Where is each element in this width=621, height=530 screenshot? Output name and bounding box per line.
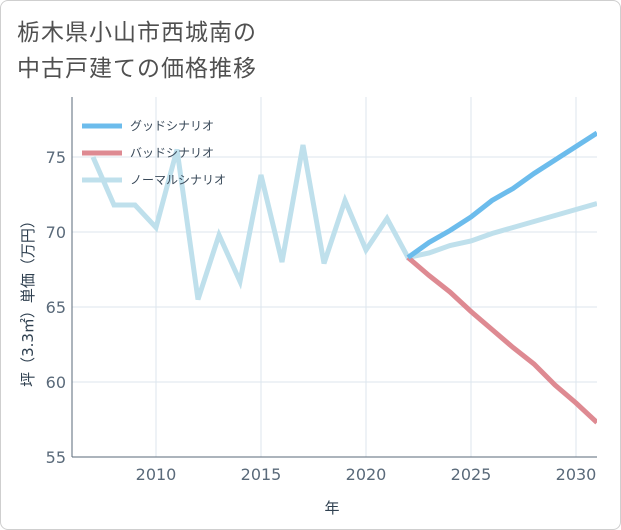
axes [71,97,597,458]
chart-title: 栃木県小山市西城南の 中古戸建ての価格推移 [17,15,257,87]
y-tick-label-55: 55 [46,448,66,467]
legend-label-bad: バッドシナリオ [130,146,214,160]
y-axis-title: 坪（3.3㎡）単価（万円） [19,213,37,387]
y-tick-label-60: 60 [46,373,66,392]
x-tick-label-2010: 2010 [136,465,177,484]
x-axis-title: 年 [324,499,339,517]
x-tick-label-2015: 2015 [241,465,282,484]
y-tick-label-70: 70 [46,223,66,242]
series-line-normal [90,144,597,301]
chart-title-line1: 栃木県小山市西城南の [17,20,257,46]
legend-label-good: グッドシナリオ [130,119,214,133]
grid-lines [72,97,597,458]
x-tick-label-2020: 2020 [346,465,387,484]
y-tick-label-65: 65 [46,298,66,317]
tick-labels: 2010 2015 2020 2025 2030 55 60 65 70 75 [46,148,597,484]
series-lines [90,130,597,425]
y-tick-label-75: 75 [46,148,66,167]
x-tick-label-2030: 2030 [556,465,597,484]
chart-title-line2: 中古戸建ての価格推移 [17,56,257,82]
series-line-good [406,130,597,260]
series-line-bad [406,255,597,425]
x-tick-label-2025: 2025 [451,465,492,484]
legend-label-normal: ノーマルシナリオ [130,173,226,187]
